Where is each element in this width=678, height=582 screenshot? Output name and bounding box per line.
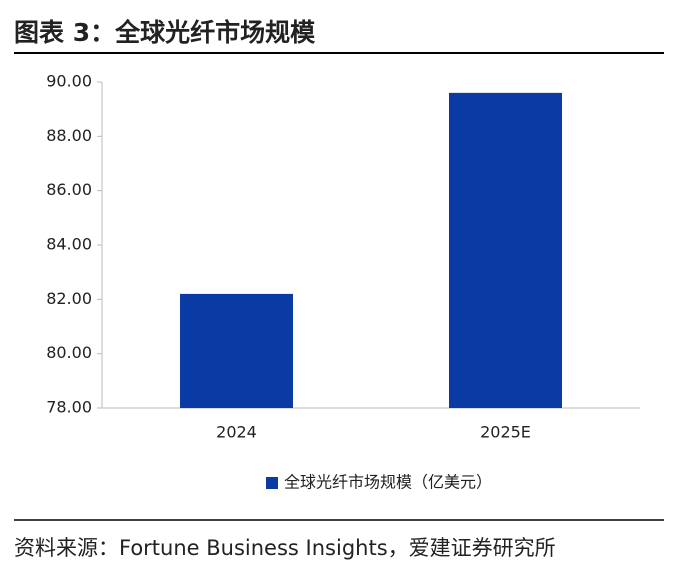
chart-title: 图表 3：全球光纤市场规模	[14, 18, 316, 47]
source-note: 资料来源：Fortune Business Insights，爱建证券研究所	[14, 536, 556, 560]
y-tick-label: 84.00	[46, 235, 92, 254]
y-tick-label: 82.00	[46, 289, 92, 308]
y-tick-label: 86.00	[46, 180, 92, 199]
bar	[180, 293, 293, 408]
y-tick-label: 90.00	[46, 72, 92, 91]
bar	[449, 92, 562, 408]
y-tick-label: 80.00	[46, 343, 92, 362]
legend-swatch	[266, 477, 278, 489]
y-tick-label: 88.00	[46, 126, 92, 145]
x-tick-label: 2024	[216, 423, 257, 442]
x-tick-label: 2025E	[480, 423, 531, 442]
y-tick-label: 78.00	[46, 398, 92, 417]
legend-label: 全球光纤市场规模（亿美元）	[284, 473, 492, 492]
